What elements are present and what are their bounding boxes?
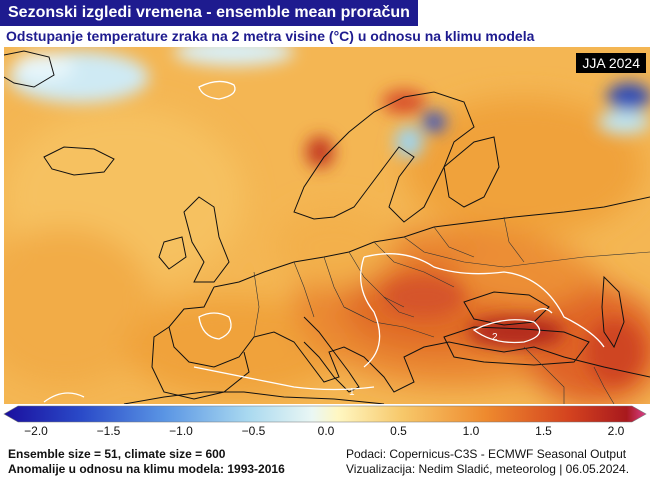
- colorbar-tick-label: −1.5: [96, 424, 121, 438]
- coastlines: [4, 50, 650, 404]
- colorbar-ticks: −2.0 −1.5 −1.0 −0.5 0.0 0.5 1.0 1.5 2.0: [0, 424, 654, 440]
- colorbar-tick-label: 2.0: [607, 424, 625, 438]
- colorbar-gradient: [3, 405, 647, 423]
- ensemble-info: Ensemble size = 51, climate size = 600: [8, 447, 226, 461]
- colorbar-tick-label: 0.5: [390, 424, 407, 438]
- credit-line: Vizualizacija: Nedim Sladić, meteorolog …: [346, 462, 630, 476]
- page-subtitle: Odstupanje temperature zraka na 2 metra …: [6, 28, 535, 44]
- page-title: Sezonski izgledi vremena - ensemble mean…: [0, 0, 418, 26]
- colorbar-tick-label: −2.0: [24, 424, 48, 438]
- contour-lines: [43, 80, 605, 403]
- country-borders: [253, 216, 650, 404]
- contour-label: 2: [492, 332, 498, 343]
- colorbar-tick-label: 1.5: [535, 424, 552, 438]
- anomaly-hotspots: [306, 90, 642, 384]
- anomaly-map: 2 1: [4, 47, 650, 404]
- colorbar-tick-label: 0.0: [317, 424, 335, 438]
- colorbar: [3, 405, 647, 423]
- season-badge: JJA 2024: [576, 53, 646, 73]
- map-svg: 2 1: [4, 47, 650, 404]
- contour-label: 1: [349, 387, 355, 398]
- colorbar-tick-label: 1.0: [462, 424, 480, 438]
- colorbar-tick-label: −0.5: [241, 424, 266, 438]
- colorbar-tick-label: −1.0: [169, 424, 193, 438]
- anomaly-period: Anomalije u odnosu na klimu modela: 1993…: [8, 462, 285, 476]
- data-source: Podaci: Copernicus-C3S - ECMWF Seasonal …: [346, 447, 627, 461]
- contour-2: [472, 319, 541, 344]
- cold-anomalies: [9, 47, 650, 158]
